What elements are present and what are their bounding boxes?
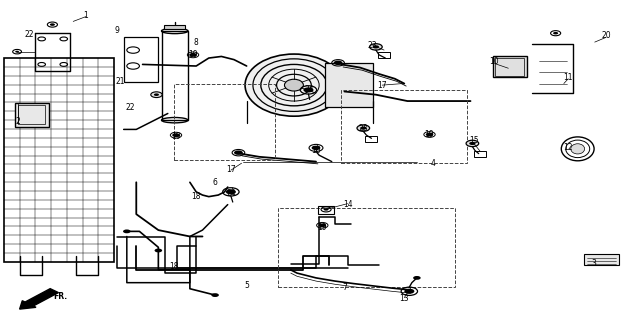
Text: 22: 22: [125, 103, 135, 112]
Ellipse shape: [571, 144, 585, 154]
Bar: [162, 31, 188, 120]
Circle shape: [154, 93, 159, 96]
Ellipse shape: [284, 79, 303, 91]
Text: 19: 19: [188, 50, 198, 59]
Bar: [318, 206, 334, 214]
FancyArrow shape: [20, 289, 58, 309]
Bar: [164, 25, 185, 28]
Circle shape: [370, 44, 382, 50]
Text: 18: 18: [169, 262, 179, 271]
Circle shape: [373, 45, 379, 49]
Circle shape: [50, 23, 55, 26]
Circle shape: [312, 146, 320, 150]
Bar: [492, 56, 527, 77]
Text: 22: 22: [24, 30, 34, 39]
Text: 16: 16: [311, 146, 321, 155]
Circle shape: [151, 92, 162, 98]
Text: 19: 19: [425, 130, 434, 139]
Bar: [174, 84, 275, 160]
Text: FR.: FR.: [54, 292, 68, 300]
Bar: [4, 58, 114, 262]
Bar: [278, 208, 455, 287]
Text: 17: 17: [377, 81, 387, 90]
Circle shape: [466, 140, 478, 147]
Text: 11: 11: [564, 73, 573, 82]
Circle shape: [426, 132, 434, 136]
Bar: [325, 63, 373, 108]
Circle shape: [357, 125, 370, 131]
Text: 9: 9: [115, 27, 120, 36]
Circle shape: [155, 249, 162, 252]
Circle shape: [319, 223, 326, 227]
Text: 24: 24: [226, 189, 236, 198]
Text: 24: 24: [305, 85, 315, 94]
Bar: [365, 136, 377, 141]
Bar: [124, 37, 159, 82]
Circle shape: [15, 51, 19, 52]
Text: 23: 23: [368, 41, 377, 50]
Text: 13: 13: [399, 294, 409, 303]
Circle shape: [226, 189, 236, 195]
Text: 2: 2: [16, 117, 21, 126]
Circle shape: [303, 87, 313, 92]
Text: 1: 1: [83, 11, 88, 20]
Bar: [378, 52, 391, 58]
Circle shape: [189, 53, 197, 57]
Text: 14: 14: [343, 200, 353, 209]
Text: 3: 3: [591, 259, 596, 268]
Text: 5: 5: [244, 281, 249, 290]
Bar: [15, 103, 49, 126]
Text: 19: 19: [317, 223, 327, 232]
Text: 8: 8: [194, 38, 198, 47]
Text: 19: 19: [171, 132, 181, 140]
Circle shape: [334, 60, 343, 65]
Circle shape: [404, 289, 415, 294]
Circle shape: [123, 229, 131, 233]
Circle shape: [413, 276, 421, 280]
Text: 7: 7: [342, 283, 347, 292]
Circle shape: [173, 133, 179, 137]
Text: 4: 4: [430, 159, 435, 168]
Text: 23: 23: [358, 124, 368, 132]
Circle shape: [324, 208, 329, 211]
Bar: [584, 254, 619, 265]
Text: 6: 6: [212, 178, 217, 187]
Circle shape: [553, 32, 558, 35]
Circle shape: [360, 126, 367, 130]
Ellipse shape: [245, 54, 343, 116]
Text: 10: 10: [490, 57, 499, 66]
Text: 17: 17: [226, 165, 236, 174]
Circle shape: [211, 293, 219, 297]
Text: 12: 12: [564, 143, 573, 152]
Text: 15: 15: [469, 136, 478, 145]
Bar: [495, 58, 524, 76]
Bar: [473, 151, 486, 157]
Text: 18: 18: [191, 192, 201, 201]
Bar: [341, 90, 467, 163]
Text: 20: 20: [601, 31, 611, 40]
Bar: [18, 105, 46, 124]
Circle shape: [469, 142, 475, 145]
Text: 21: 21: [116, 77, 125, 86]
Circle shape: [234, 150, 243, 155]
